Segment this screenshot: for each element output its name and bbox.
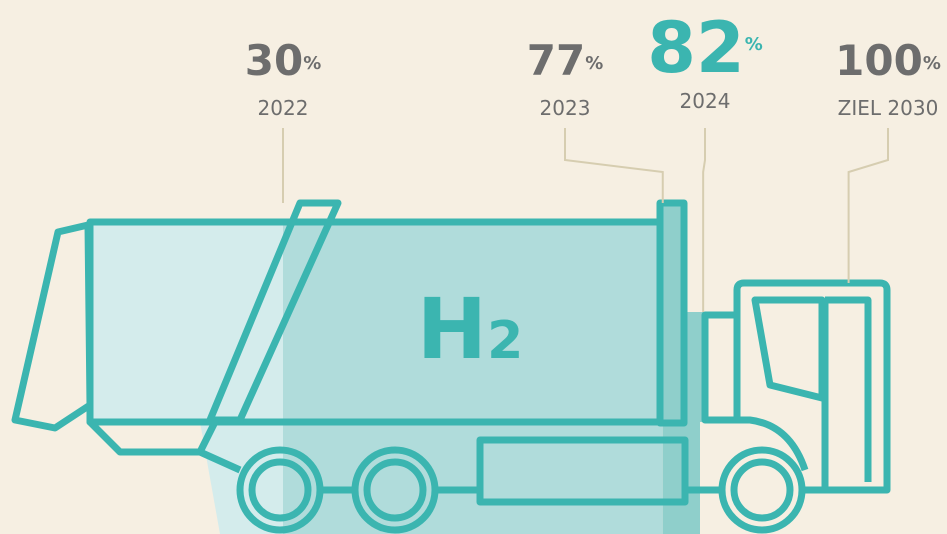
- milestone-value: 100%: [835, 36, 941, 85]
- wheel-arch: [737, 416, 809, 472]
- wheel: [351, 446, 439, 534]
- milestone-value: 77%: [527, 36, 604, 85]
- chassis: [198, 448, 823, 494]
- milestone-value: 82%: [647, 7, 762, 89]
- leader-line: [702, 128, 706, 312]
- tank: [476, 436, 689, 506]
- value-number: 30: [245, 36, 303, 85]
- leader-line: [847, 128, 889, 283]
- leader-line: [564, 128, 664, 203]
- milestone-year: 2022: [258, 96, 309, 120]
- wheel: [236, 446, 324, 534]
- milestone-year: ZIEL 2030: [838, 96, 939, 120]
- h2-label: H2: [417, 280, 524, 378]
- progress-fills: [90, 203, 705, 534]
- window: [751, 296, 826, 402]
- value-unit: %: [745, 34, 763, 55]
- hopper: [86, 418, 219, 456]
- value-unit: %: [585, 53, 603, 74]
- value-number: 82: [647, 7, 744, 89]
- truck: [11, 199, 891, 534]
- door: [821, 296, 872, 490]
- progress-fill: [283, 203, 663, 534]
- h2-subscript: 2: [487, 311, 523, 371]
- rear-flap: [11, 221, 94, 432]
- front-post: [656, 199, 688, 427]
- h2-symbol: H: [417, 280, 487, 378]
- value-unit: %: [923, 53, 941, 74]
- milestone-value: 30%: [245, 36, 322, 85]
- value-unit: %: [303, 53, 321, 74]
- cab: [733, 279, 891, 494]
- value-number: 77: [527, 36, 585, 85]
- milestone-year: 2023: [540, 96, 591, 120]
- value-number: 100: [835, 36, 923, 85]
- cab-back: [701, 311, 741, 424]
- wheel-hub: [730, 458, 794, 522]
- milestone-year: 2024: [680, 89, 731, 113]
- wheel-hub: [248, 458, 312, 522]
- wheel: [718, 446, 806, 534]
- ejector: [206, 199, 342, 424]
- wheel-hub: [363, 458, 427, 522]
